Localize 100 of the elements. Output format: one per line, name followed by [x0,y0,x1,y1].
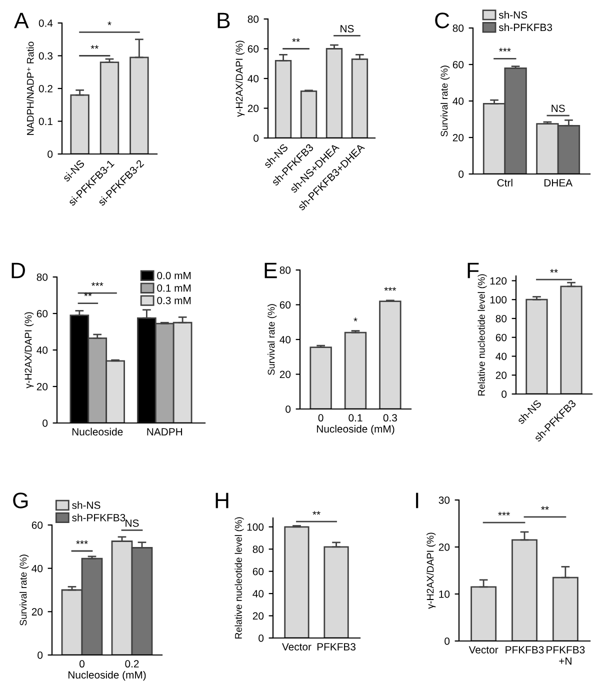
y-tick-label: 0 [444,638,450,645]
y-axis-title: Survival rate (%) [440,66,450,136]
x-tick-label: 0.2 [125,660,139,668]
y-tick-label: 20 [452,134,464,142]
y-tick-label: 20 [248,104,259,112]
y-tick-label: 0 [502,390,507,398]
text: ** [550,269,558,273]
y-axis-title: Relative nucleotide level (%) [478,274,487,396]
x-tick-label: PFKFB3 +N [546,646,585,665]
y-tick-label: 60 [252,568,264,576]
y-tick-label: 20 [252,612,264,620]
y-tick-label: 80 [36,274,48,281]
y-tick-label: 100 [247,523,264,531]
y-axis-title: Relative nucleotide level (%) [234,517,244,639]
x-tick-label: DHEA [544,179,573,186]
y-tick-label: 60 [452,61,464,68]
y-axis-title: γ-H2AX/DAPI (%) [426,532,436,609]
annotation: NS [340,25,354,32]
legend-label: sh-NS [72,501,100,509]
chart-title: A [14,12,29,28]
y-tick-label: 40 [252,590,264,598]
y-tick-label: 80 [252,546,264,553]
y-axis-title: NADPH/NADP⁺ Ratio [26,42,34,135]
legend-label: sh-PFKFB3 [498,23,552,32]
y-tick-label: 0 [48,150,53,158]
x-axis-title: Nucleoside (mM) [68,670,146,681]
chart-title: H [216,492,228,508]
y-tick-label: 40 [32,564,43,572]
chart-title: B [218,12,230,28]
annotation: * [108,22,112,26]
chart-title: F [468,262,479,278]
x-tick-label: 0.3 [383,414,397,422]
y-tick-label: 60 [248,45,259,53]
legend-label: sh-NS [498,10,528,19]
legend-label: 0.0 mM [157,272,191,280]
annotation: *** [384,287,396,291]
y-tick-label: 0.3 [38,52,53,60]
y-tick-label: 0.1 [38,118,52,126]
annotation: *** [91,282,104,286]
y-tick-label: 60 [36,310,48,318]
y-tick-label: 0 [286,406,291,413]
y-tick-label: 40 [452,98,464,105]
legend-label: sh-PFKFB3 [72,514,126,522]
chart-title: G [13,492,28,508]
annotation: ** [84,292,92,296]
chart-title: E [264,262,277,278]
y-tick-label: 0.2 [38,85,52,92]
y-tick-label: 0 [38,652,43,659]
y-tick-label: 60 [280,301,291,309]
annotation: ** [541,506,549,510]
text: ** [312,511,320,515]
annotation: * [354,318,358,322]
y-tick-label: 20 [32,608,43,616]
y-tick-label: 40 [280,336,291,344]
y-tick-label: 0 [254,134,259,142]
chart-title: C [435,12,450,28]
y-axis-title: γ-H2AX/DAPI (%) [24,312,34,388]
x-tick-label: 0 [318,414,324,422]
annotation: ** [90,45,99,49]
annotation: *** [498,512,510,516]
annotation: NS [552,104,565,112]
y-tick-label: 10 [439,590,450,598]
x-tick-label: NADPH [147,428,182,436]
y-tick-label: 120 [490,277,507,285]
x-tick-label: Nucleoside [72,428,123,436]
y-tick-label: 80 [280,266,291,274]
annotation: ** [292,38,300,42]
y-tick-label: 40 [36,346,48,354]
y-axis-title: Survival rate (%) [20,554,29,626]
annotation: *** [76,540,88,544]
y-tick-label: 0 [258,634,264,642]
chart-title: I [416,492,418,508]
y-tick-label: 20 [280,370,291,378]
y-axis-title: Survival rate (%) [268,304,277,375]
y-tick-label: 40 [496,352,507,360]
y-tick-label: 20 [496,372,507,379]
y-tick-label: 20 [36,383,48,390]
y-tick-label: 100 [490,296,507,304]
y-tick-label: 60 [496,334,507,342]
y-tick-label: 0.4 [38,20,53,27]
y-tick-label: 80 [452,24,464,32]
x-tick-label: Ctrl [497,178,512,187]
annotation: *** [498,48,511,52]
x-tick-label: PFKFB3 [317,643,356,651]
annotation: NS [126,519,139,527]
y-tick-label: 30 [438,496,450,504]
y-tick-label: 80 [496,314,507,322]
y-axis-title: γ-H2AX/DAPI (%) [236,40,245,117]
y-tick-label: 80 [248,16,259,23]
y-tick-label: 60 [32,522,43,529]
x-tick-label: PFKFB3 [506,646,544,654]
x-tick-label: Vector [468,646,498,654]
legend-label: 0.3 mM [157,296,191,304]
y-tick-label: 20 [438,544,450,551]
chart-title: D [12,262,25,278]
x-tick-label: Vector [282,643,312,651]
x-axis-title: Nucleoside (mM) [316,424,394,435]
x-tick-label: 0 [80,660,84,668]
legend-label: 0.1 mM [157,284,191,292]
y-tick-label: 40 [248,75,259,82]
